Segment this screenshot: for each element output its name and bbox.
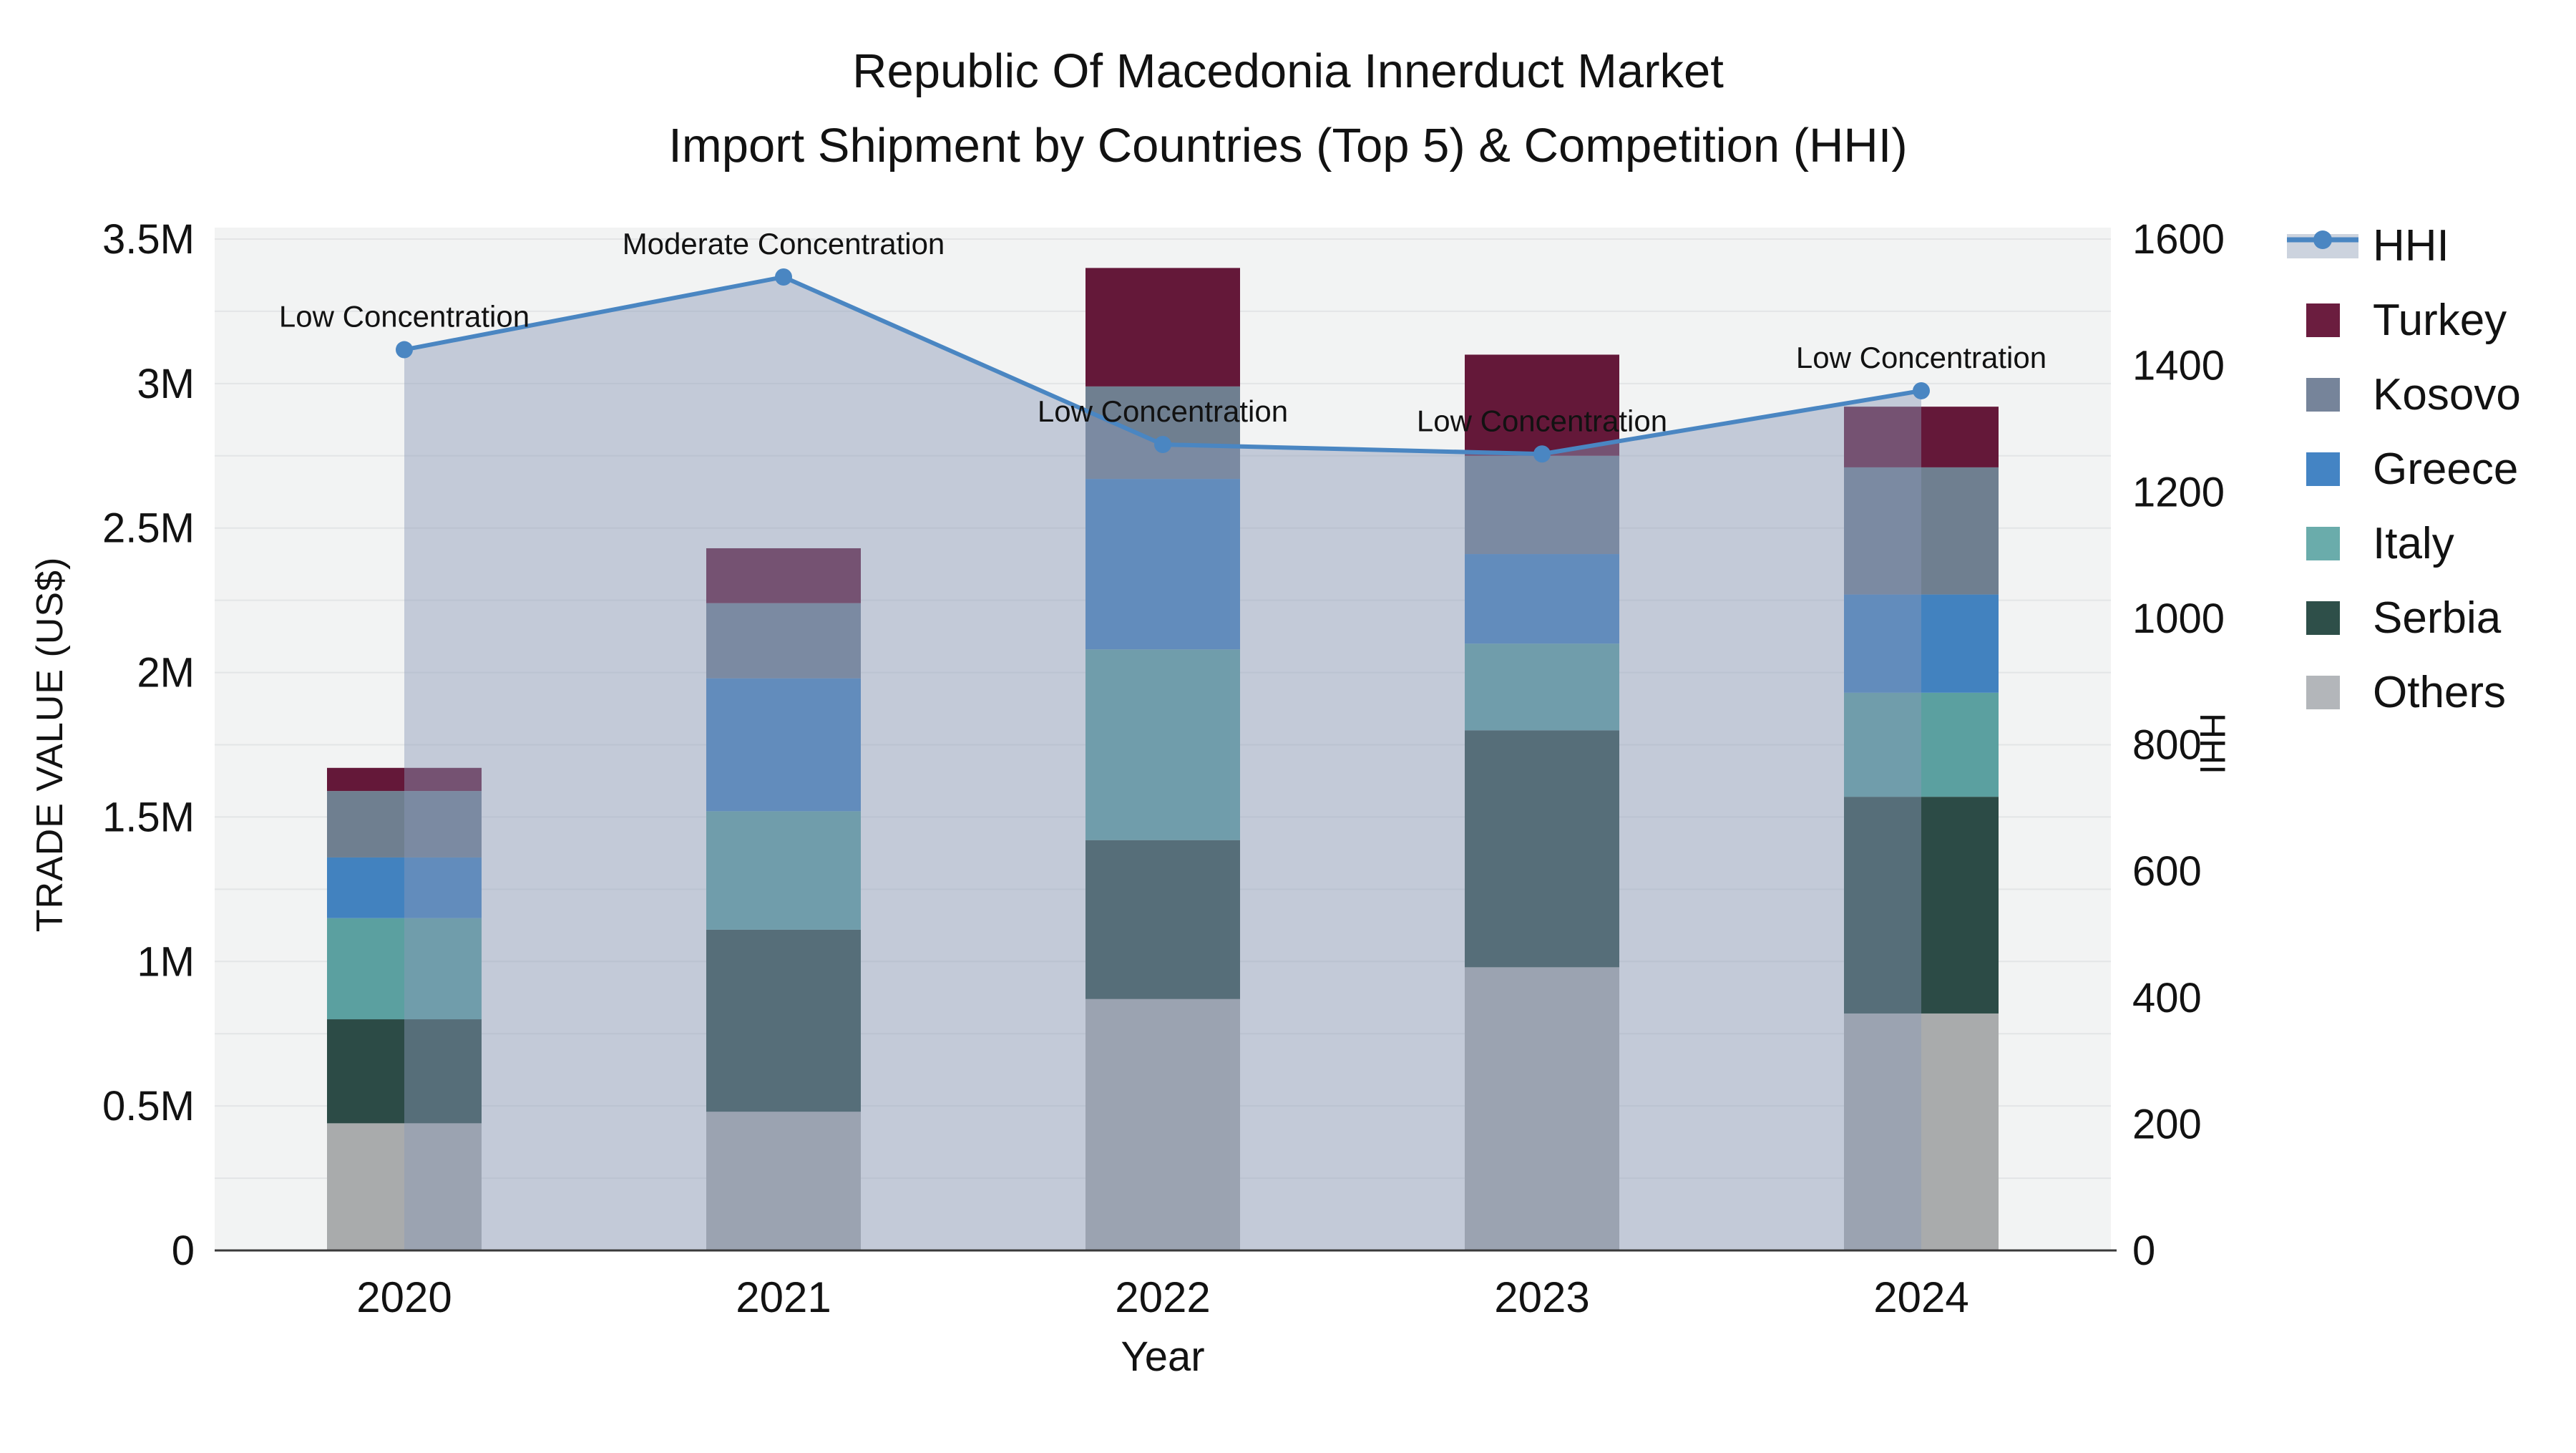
hhi-marker-2020[interactable] bbox=[396, 341, 413, 359]
legend-label-others: Others bbox=[2373, 668, 2507, 717]
legend-swatch-greece bbox=[2287, 447, 2358, 492]
bar-segment-kosovo-2022[interactable] bbox=[1085, 386, 1240, 480]
x-tick-2022: 2022 bbox=[1115, 1273, 1210, 1321]
legend-item-italy[interactable]: Italy bbox=[2287, 518, 2521, 569]
annotation-2024: Low Concentration bbox=[1796, 341, 2046, 374]
right-tick-1600: 1600 bbox=[2132, 216, 2225, 263]
left-tick-1.5M: 1.5M bbox=[102, 794, 195, 840]
right-tick-600: 600 bbox=[2132, 848, 2202, 895]
bar-segment-turkey-2022[interactable] bbox=[1085, 268, 1240, 387]
legend-label-turkey: Turkey bbox=[2373, 296, 2507, 345]
bar-segment-italy-2020[interactable] bbox=[327, 918, 482, 1020]
legend-item-hhi[interactable]: HHI bbox=[2287, 220, 2521, 271]
hhi-line-icon bbox=[2287, 224, 2358, 268]
right-tick-1400: 1400 bbox=[2132, 343, 2225, 389]
left-tick-2M: 2M bbox=[137, 650, 195, 696]
bar-segment-greece-2020[interactable] bbox=[327, 857, 482, 918]
bar-segment-serbia-2023[interactable] bbox=[1465, 730, 1619, 968]
hhi-marker-2024[interactable] bbox=[1913, 382, 1930, 399]
legend-item-greece[interactable]: Greece bbox=[2287, 444, 2521, 495]
bar-segment-serbia-2024[interactable] bbox=[1844, 797, 1999, 1014]
left-tick-0.5M: 0.5M bbox=[102, 1083, 195, 1129]
right-tick-800: 800 bbox=[2132, 722, 2202, 769]
annotation-2023: Low Concentration bbox=[1417, 404, 1667, 437]
chart-title-line1: Republic Of Macedonia Innerduct Market bbox=[852, 44, 1724, 98]
bar-segment-serbia-2021[interactable] bbox=[706, 929, 861, 1112]
bar-segment-others-2020[interactable] bbox=[327, 1123, 482, 1250]
legend-swatch-kosovo bbox=[2287, 373, 2358, 417]
legend: HHI Turkey Kosovo Greece Italy Serbia Others bbox=[2287, 220, 2521, 718]
legend-swatch-serbia bbox=[2287, 596, 2358, 641]
bar-segment-kosovo-2021[interactable] bbox=[706, 603, 861, 679]
hhi-marker-2021[interactable] bbox=[775, 268, 792, 286]
chart-title: Republic Of Macedonia Innerduct Market I… bbox=[0, 34, 2576, 183]
hhi-area-fill bbox=[404, 276, 1921, 1250]
annotation-2022: Low Concentration bbox=[1038, 394, 1288, 428]
legend-swatch-others bbox=[2287, 671, 2358, 715]
bar-segment-kosovo-2023[interactable] bbox=[1465, 455, 1619, 555]
x-tick-2021: 2021 bbox=[736, 1273, 831, 1321]
bar-segment-italy-2022[interactable] bbox=[1085, 649, 1240, 840]
bar-segment-turkey-2024[interactable] bbox=[1844, 407, 1999, 467]
bar-segment-others-2023[interactable] bbox=[1465, 967, 1619, 1250]
legend-item-turkey[interactable]: Turkey bbox=[2287, 295, 2521, 346]
bar-segment-turkey-2020[interactable] bbox=[327, 767, 482, 792]
legend-label-serbia: Serbia bbox=[2373, 593, 2502, 643]
hhi-marker-2023[interactable] bbox=[1533, 445, 1551, 463]
bar-segment-others-2022[interactable] bbox=[1085, 998, 1240, 1250]
bar-segment-turkey-2021[interactable] bbox=[706, 548, 861, 603]
annotation-2020: Low Concentration bbox=[279, 300, 530, 334]
bar-segment-others-2021[interactable] bbox=[706, 1112, 861, 1250]
bar-segment-turkey-2023[interactable] bbox=[1465, 354, 1619, 456]
left-axis-title: TRADE VALUE (US$) bbox=[29, 556, 71, 933]
bar-segment-greece-2024[interactable] bbox=[1844, 594, 1999, 693]
bar-segment-greece-2022[interactable] bbox=[1085, 479, 1240, 650]
x-tick-2020: 2020 bbox=[356, 1273, 452, 1321]
bar-segment-kosovo-2020[interactable] bbox=[327, 791, 482, 857]
left-tick-1M: 1M bbox=[137, 938, 195, 985]
left-tick-0: 0 bbox=[172, 1228, 195, 1274]
legend-item-serbia[interactable]: Serbia bbox=[2287, 593, 2521, 643]
annotation-2021: Moderate Concentration bbox=[623, 227, 945, 261]
legend-label-italy: Italy bbox=[2373, 519, 2454, 568]
legend-swatch-italy bbox=[2287, 522, 2358, 566]
left-tick-3M: 3M bbox=[137, 361, 195, 407]
legend-item-others[interactable]: Others bbox=[2287, 667, 2521, 718]
right-axis-title: HHI bbox=[2192, 712, 2233, 775]
legend-swatch-turkey bbox=[2287, 298, 2358, 343]
legend-label-greece: Greece bbox=[2373, 444, 2519, 494]
chart-title-line2: Import Shipment by Countries (Top 5) & C… bbox=[668, 118, 1908, 172]
legend-label-kosovo: Kosovo bbox=[2373, 370, 2521, 419]
left-tick-3.5M: 3.5M bbox=[102, 216, 195, 263]
right-tick-1200: 1200 bbox=[2132, 469, 2225, 515]
x-tick-2023: 2023 bbox=[1494, 1273, 1589, 1321]
bar-segment-greece-2023[interactable] bbox=[1465, 554, 1619, 644]
right-tick-400: 400 bbox=[2132, 975, 2202, 1021]
x-tick-2024: 2024 bbox=[1873, 1273, 1968, 1321]
bar-segment-italy-2021[interactable] bbox=[706, 811, 861, 930]
right-tick-0: 0 bbox=[2132, 1228, 2155, 1274]
right-tick-1000: 1000 bbox=[2132, 596, 2225, 642]
right-tick-200: 200 bbox=[2132, 1101, 2202, 1147]
bar-segment-italy-2024[interactable] bbox=[1844, 692, 1999, 797]
bar-segment-serbia-2020[interactable] bbox=[327, 1019, 482, 1124]
bar-segment-greece-2021[interactable] bbox=[706, 678, 861, 812]
legend-label-hhi: HHI bbox=[2373, 221, 2449, 271]
left-tick-2.5M: 2.5M bbox=[102, 505, 195, 552]
bar-segment-italy-2023[interactable] bbox=[1465, 643, 1619, 731]
legend-item-kosovo[interactable]: Kosovo bbox=[2287, 369, 2521, 420]
bar-segment-serbia-2022[interactable] bbox=[1085, 840, 1240, 999]
hhi-marker-2022[interactable] bbox=[1154, 436, 1171, 454]
bar-segment-others-2024[interactable] bbox=[1844, 1013, 1999, 1250]
x-axis-title: Year bbox=[1121, 1333, 1205, 1380]
bar-segment-kosovo-2024[interactable] bbox=[1844, 467, 1999, 595]
